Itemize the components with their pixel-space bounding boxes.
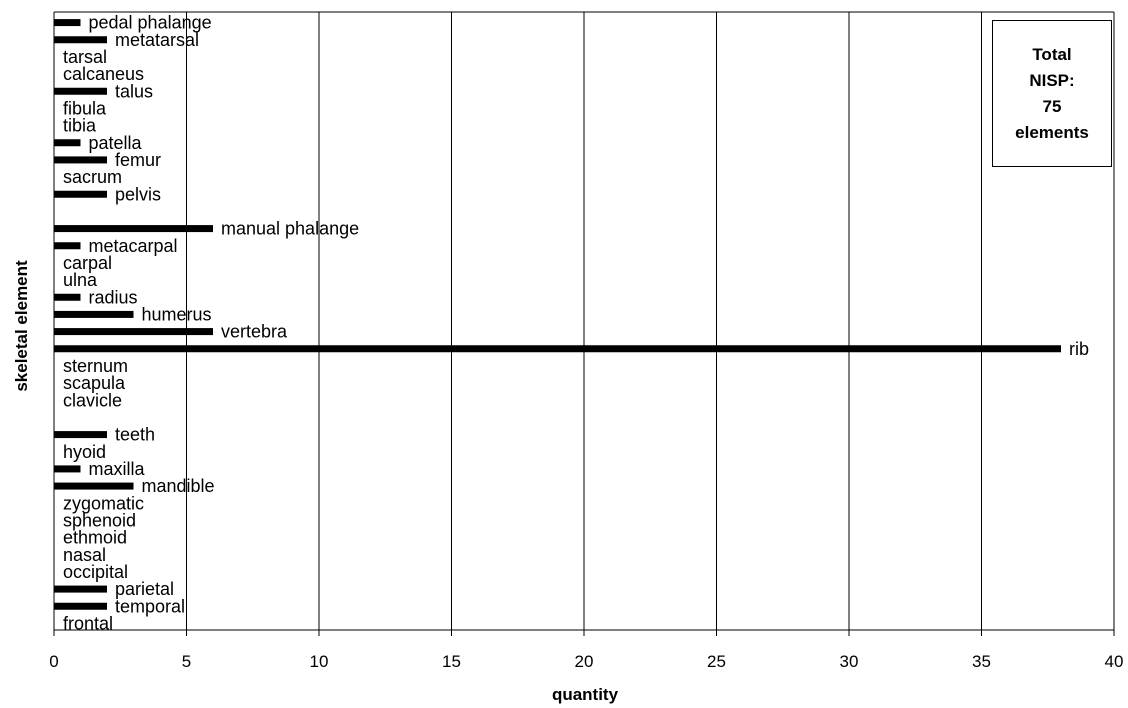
bar-label: pedal phalange xyxy=(89,13,212,33)
bar xyxy=(54,310,134,318)
bar-label: scapula xyxy=(63,373,126,393)
bar-label: carpal xyxy=(63,253,112,273)
bar-label: hyoid xyxy=(63,442,106,462)
bar-label: parietal xyxy=(115,579,174,599)
bar xyxy=(54,139,81,147)
bar-label: radius xyxy=(89,287,138,307)
bar xyxy=(54,190,107,198)
x-tick-label: 0 xyxy=(49,652,58,671)
bar xyxy=(54,482,134,490)
annotation-text: Total NISP: 75 elements xyxy=(1015,44,1089,142)
bar-label: patella xyxy=(89,133,143,153)
x-tick-label: 40 xyxy=(1105,652,1124,671)
bar xyxy=(54,225,213,233)
x-tick-label: 30 xyxy=(840,652,859,671)
bar xyxy=(54,465,81,473)
bars xyxy=(54,19,1061,610)
bar xyxy=(54,431,107,439)
bar xyxy=(54,36,107,44)
x-tick-label: 35 xyxy=(972,652,991,671)
x-tick-label: 20 xyxy=(575,652,594,671)
bar-label: tibia xyxy=(63,116,97,136)
bar xyxy=(54,345,1061,353)
bar-label: occipital xyxy=(63,562,128,582)
bar xyxy=(54,328,213,336)
bar-label: metatarsal xyxy=(115,30,199,50)
bar-label: ethmoid xyxy=(63,528,127,548)
bar-label: mandible xyxy=(142,476,215,496)
bar xyxy=(54,87,107,95)
x-axis-title: quantity xyxy=(552,685,619,704)
bar-label: vertebra xyxy=(221,322,288,342)
bar-label: talus xyxy=(115,81,153,101)
bar-label: sacrum xyxy=(63,167,122,187)
x-tick-label: 15 xyxy=(442,652,461,671)
gridlines xyxy=(54,11,1115,630)
bar-label: fibula xyxy=(63,98,107,118)
axes xyxy=(53,12,1115,636)
y-axis-title: skeletal element xyxy=(12,260,31,392)
bar-label: humerus xyxy=(142,304,212,324)
total-nisp-annotation: Total NISP: 75 elements xyxy=(992,20,1112,167)
bar-label: femur xyxy=(115,150,161,170)
bar xyxy=(54,293,81,301)
bar-labels: pedal phalangemetatarsaltarsalcalcaneust… xyxy=(63,13,1089,634)
bar xyxy=(54,585,107,593)
bar-label: pelvis xyxy=(115,184,161,204)
bar-label: temporal xyxy=(115,596,185,616)
bar-label: sphenoid xyxy=(63,510,136,530)
bar-label: zygomatic xyxy=(63,493,144,513)
x-tick-label: 5 xyxy=(182,652,191,671)
bar-label: rib xyxy=(1069,339,1089,359)
bar xyxy=(54,602,107,610)
bar xyxy=(54,19,81,27)
x-tick-labels: 0 5 10 15 20 25 30 35 40 xyxy=(49,652,1123,671)
bar-label: maxilla xyxy=(89,459,146,479)
bar xyxy=(54,156,107,164)
bar-label: teeth xyxy=(115,425,155,445)
x-tick-label: 10 xyxy=(310,652,329,671)
bar xyxy=(54,242,81,250)
bar-label: sternum xyxy=(63,356,128,376)
bar-label: clavicle xyxy=(63,390,122,410)
bar-label: nasal xyxy=(63,545,106,565)
bar-label: metacarpal xyxy=(89,236,178,256)
bar-label: ulna xyxy=(63,270,98,290)
x-tick-label: 25 xyxy=(707,652,726,671)
bar-label: frontal xyxy=(63,613,113,633)
bar-label: calcaneus xyxy=(63,64,144,84)
bar-label: tarsal xyxy=(63,47,107,67)
bar-label: manual phalange xyxy=(221,219,359,239)
